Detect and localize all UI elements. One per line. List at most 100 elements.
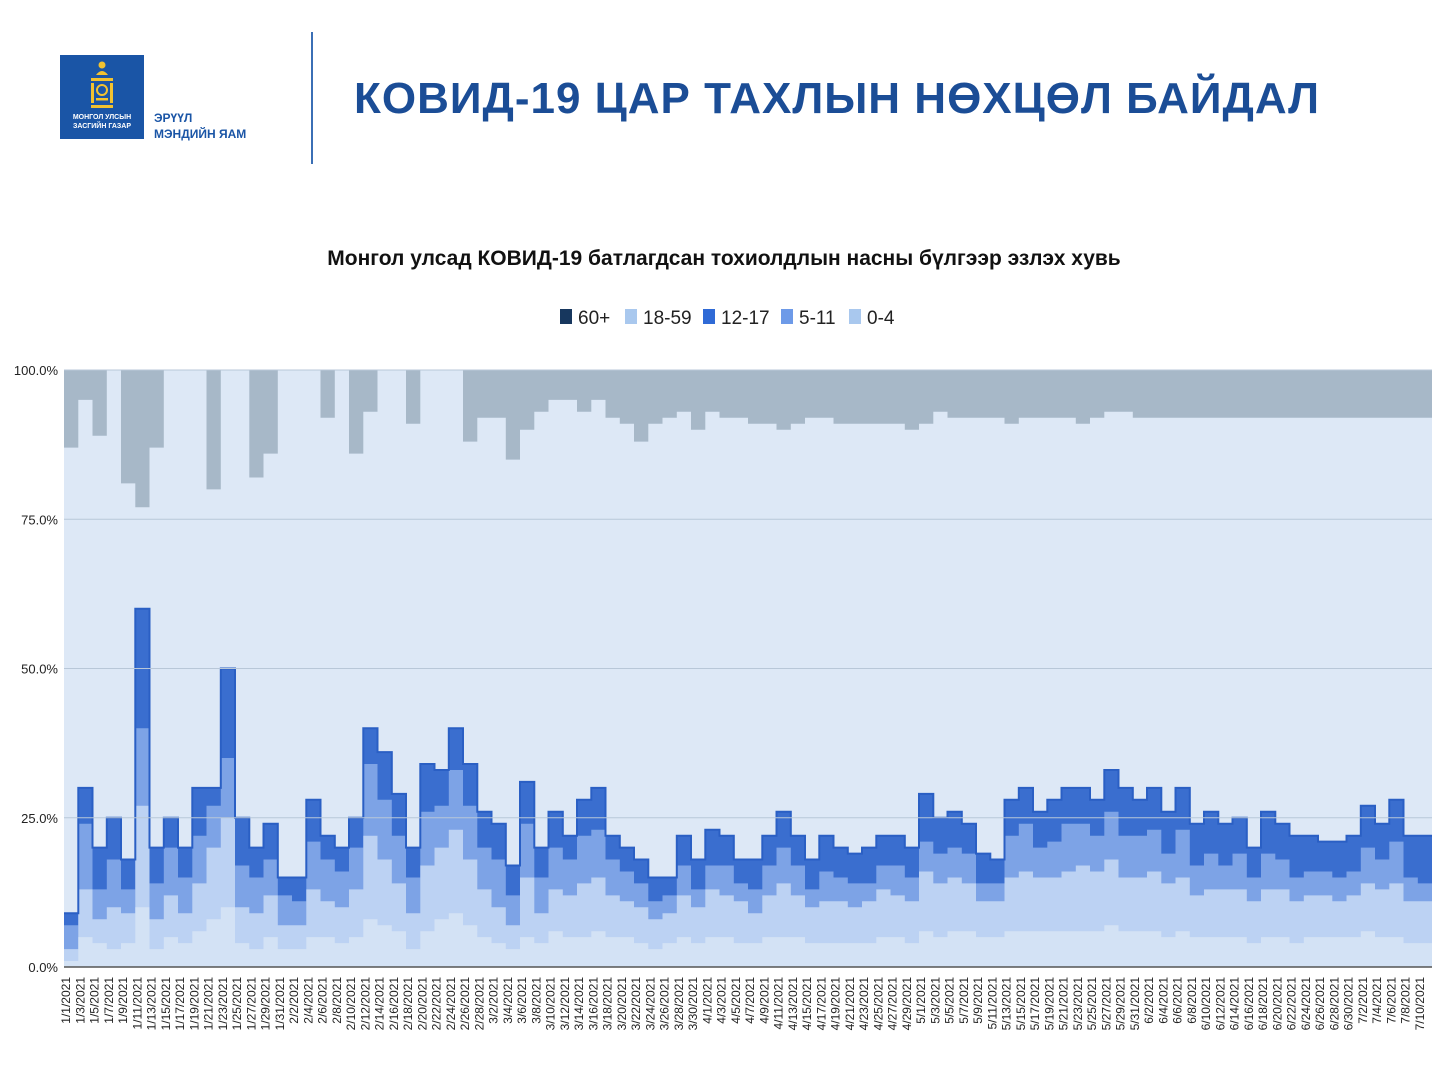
x-tick-label-24: 2/18/2021 [401,977,415,1031]
x-tick-label-73: 5/27/2021 [1099,977,1113,1031]
x-tick-label-87: 6/24/2021 [1299,977,1313,1031]
x-tick-label-28: 2/26/2021 [458,977,472,1031]
legend-label-2: 12-17 [721,308,770,329]
x-tick-label-71: 5/23/2021 [1071,977,1085,1031]
x-tick-label-32: 3/6/2021 [515,977,529,1024]
x-tick-label-45: 4/1/2021 [700,977,714,1024]
x-tick-label-22: 2/14/2021 [373,977,387,1031]
x-tick-label-38: 3/18/2021 [601,977,615,1031]
y-tick-label-4: 100.0% [14,363,59,378]
x-tick-label-41: 3/24/2021 [643,977,657,1031]
x-tick-label-12: 1/25/2021 [230,977,244,1031]
x-tick-label-16: 2/2/2021 [287,977,301,1024]
x-tick-label-95: 7/10/2021 [1413,977,1427,1031]
x-tick-label-13: 1/27/2021 [244,977,258,1031]
x-tick-label-56: 4/23/2021 [857,977,871,1031]
x-tick-label-57: 4/25/2021 [871,977,885,1031]
x-tick-label-6: 1/13/2021 [145,977,159,1031]
x-tick-label-51: 4/13/2021 [786,977,800,1031]
x-tick-label-14: 1/29/2021 [259,977,273,1031]
ministry-name: ЭРҮҮЛ МЭНДИЙН ЯАМ [154,110,246,142]
legend-swatch-1 [625,309,637,324]
x-tick-label-59: 4/29/2021 [900,977,914,1031]
x-tick-label-88: 6/26/2021 [1313,977,1327,1031]
x-tick-label-30: 3/2/2021 [487,977,501,1024]
legend-swatch-0 [560,309,572,324]
x-tick-label-58: 4/27/2021 [886,977,900,1031]
x-tick-label-31: 3/4/2021 [501,977,515,1024]
x-tick-label-9: 1/19/2021 [187,977,201,1031]
x-tick-label-89: 6/28/2021 [1327,977,1341,1031]
x-tick-label-4: 1/9/2021 [116,977,130,1024]
x-tick-label-15: 1/31/2021 [273,977,287,1031]
x-tick-label-68: 5/17/2021 [1028,977,1042,1031]
x-tick-label-35: 3/12/2021 [558,977,572,1031]
x-tick-label-17: 2/4/2021 [301,977,315,1024]
x-tick-label-7: 1/15/2021 [159,977,173,1031]
x-tick-label-62: 5/5/2021 [943,977,957,1024]
legend-swatch-4 [849,309,861,324]
x-tick-label-44: 3/30/2021 [686,977,700,1031]
header-divider [311,32,313,164]
age-share-chart: Монгол улсад КОВИД-19 батлагдсан тохиолд… [14,247,1432,1030]
x-tick-label-34: 3/10/2021 [544,977,558,1031]
x-tick-label-92: 7/4/2021 [1370,977,1384,1024]
government-logo: МОНГОЛ УЛСЫН ЗАСГИЙН ГАЗАР [60,55,144,139]
logo-text-line2: ЗАСГИЙН ГАЗАР [72,123,132,130]
x-tick-label-3: 1/7/2021 [102,977,116,1024]
x-tick-label-74: 5/29/2021 [1114,977,1128,1031]
x-tick-label-11: 1/23/2021 [216,977,230,1031]
page-title: КОВИД-19 ЦАР ТАХЛЫН НӨХЦӨЛ БАЙДАЛ [354,74,1321,123]
x-tick-label-2: 1/5/2021 [88,977,102,1024]
x-tick-label-93: 7/6/2021 [1384,977,1398,1024]
x-tick-label-94: 7/8/2021 [1399,977,1413,1024]
x-tick-label-50: 4/11/2021 [772,977,786,1030]
x-tick-label-54: 4/19/2021 [829,977,843,1031]
x-tick-label-77: 6/4/2021 [1156,977,1170,1024]
x-tick-label-18: 2/6/2021 [316,977,330,1024]
x-tick-label-39: 3/20/2021 [615,977,629,1031]
x-tick-label-53: 4/17/2021 [814,977,828,1031]
x-tick-label-85: 6/20/2021 [1270,977,1284,1031]
x-tick-label-78: 6/6/2021 [1171,977,1185,1024]
x-tick-label-63: 5/7/2021 [957,977,971,1024]
x-tick-label-43: 3/28/2021 [672,977,686,1031]
x-tick-label-21: 2/12/2021 [358,977,372,1031]
x-tick-label-76: 6/2/2021 [1142,977,1156,1024]
x-tick-label-70: 5/21/2021 [1057,977,1071,1031]
y-tick-label-2: 50.0% [21,662,58,677]
x-tick-label-25: 2/20/2021 [415,977,429,1031]
x-tick-label-79: 6/8/2021 [1185,977,1199,1024]
x-tick-label-5: 1/11/2021 [130,977,144,1030]
x-tick-label-75: 5/31/2021 [1128,977,1142,1031]
ministry-name-line2: МЭНДИЙН ЯАМ [154,127,247,141]
x-tick-label-66: 5/13/2021 [1000,977,1014,1031]
x-tick-label-65: 5/11/2021 [985,977,999,1030]
x-tick-label-0: 1/1/2021 [59,977,73,1024]
x-tick-label-52: 4/15/2021 [800,977,814,1031]
x-tick-label-86: 6/22/2021 [1285,977,1299,1031]
soyombo-emblem-icon [91,61,113,108]
legend-swatch-2 [703,309,715,324]
y-tick-label-3: 75.0% [21,512,58,527]
legend-label-4: 0-4 [867,308,895,329]
logo-text-line1: МОНГОЛ УЛСЫН [72,114,132,121]
y-tick-label-0: 0.0% [28,960,58,975]
x-tick-label-27: 2/24/2021 [444,977,458,1031]
x-tick-label-8: 1/17/2021 [173,977,187,1031]
x-tick-label-29: 2/28/2021 [472,977,486,1031]
x-tick-label-49: 4/9/2021 [757,977,771,1024]
legend-label-3: 5-11 [799,308,836,329]
x-tick-label-19: 2/8/2021 [330,977,344,1024]
x-tick-label-37: 3/16/2021 [586,977,600,1031]
x-tick-label-80: 6/10/2021 [1199,977,1213,1031]
x-tick-label-47: 4/5/2021 [729,977,743,1024]
legend-label-0: 60+ [578,308,610,329]
x-tick-label-72: 5/25/2021 [1085,977,1099,1031]
x-tick-label-1: 1/3/2021 [73,977,87,1024]
x-tick-label-33: 3/8/2021 [529,977,543,1024]
series-12-17-line [64,607,1432,915]
plot-area: 0.0% 25.0% 50.0% 75.0% 100.0% 1/1/2021 1/3/202… [14,363,1432,1030]
x-tick-label-40: 3/22/2021 [629,977,643,1031]
chart-legend: 60+ 18-59 12-17 5-11 0-4 [560,308,895,329]
